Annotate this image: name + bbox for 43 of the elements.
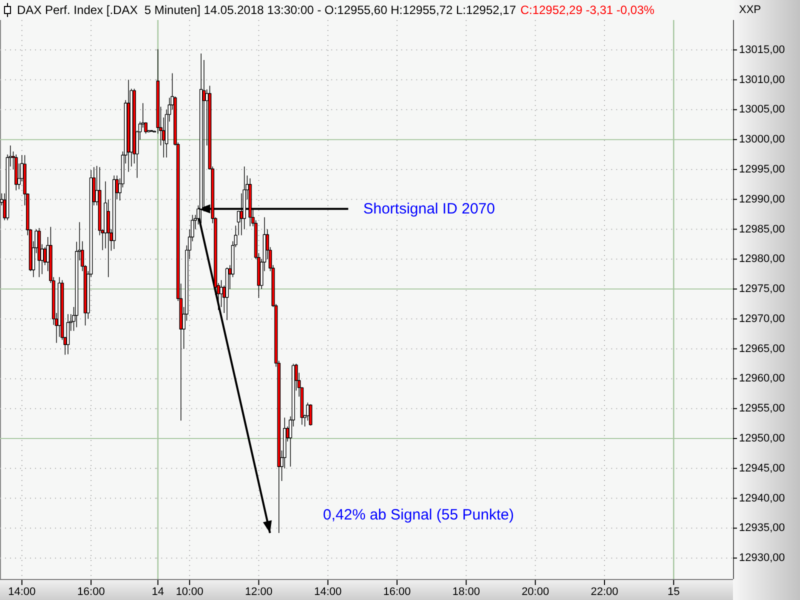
y-axis-title: XXP <box>739 4 762 16</box>
candlestick <box>248 178 252 227</box>
x-tick-label: 16:00 <box>77 586 105 598</box>
y-tick-label: 12980,00 <box>739 253 785 266</box>
y-tick-label: 12945,00 <box>739 462 785 474</box>
x-tick-label: 14:00 <box>8 586 36 598</box>
y-tick-label: 13005,00 <box>739 104 785 116</box>
x-tick-label: 15 <box>668 586 680 598</box>
y-tick-label: 12965,00 <box>739 342 785 355</box>
candlestick <box>225 267 229 320</box>
y-tick-label: 12990,00 <box>739 193 785 206</box>
chart-subtitle: C:12952,29 -3,31 -0,03% <box>520 3 655 17</box>
x-tick-label: 14 <box>152 586 164 598</box>
y-tick-label: 12970,00 <box>739 312 785 325</box>
y-tick-label: 13010,00 <box>739 74 785 86</box>
y-tick-label: 12955,00 <box>739 402 785 415</box>
y-tick-label: 13000,00 <box>739 134 785 146</box>
candlestick <box>38 228 41 278</box>
candlestick <box>126 79 130 172</box>
annotation: Shortsignal ID 2070 <box>363 200 495 218</box>
y-tick-label: 12975,00 <box>739 283 785 296</box>
x-tick-label: 22:00 <box>590 586 618 598</box>
y-tick-label: 12950,00 <box>739 432 785 445</box>
candlestick <box>199 53 203 224</box>
x-tick-label: 12:00 <box>244 586 273 598</box>
candlestick <box>66 314 70 355</box>
x-tick-label: 20:00 <box>522 586 550 598</box>
candlestick <box>14 154 18 191</box>
y-tick-label: 12985,00 <box>739 223 785 236</box>
y-tick-label: 12960,00 <box>739 372 785 385</box>
x-tick-label: 14:00 <box>314 586 342 598</box>
x-tick-label: 18:00 <box>452 586 480 598</box>
annotation: 0,42% ab Signal (55 Punkte) <box>323 506 514 524</box>
y-tick-label: 12935,00 <box>739 522 785 534</box>
candlestick <box>112 175 116 250</box>
text: DAX Perf. Index [.DAX 5 Minuten] 14.05.2018 13:30:00 - O:12955,60 H:12955,72 L:12952,17 <box>17 3 516 17</box>
candlestick <box>308 404 312 426</box>
y-tick-label: 12940,00 <box>739 492 785 504</box>
y-tick-label: 13015,00 <box>739 44 785 56</box>
y-tick-label: 12995,00 <box>739 163 785 176</box>
y-tick-label: 12930,00 <box>739 552 785 564</box>
x-tick-label: 10:00 <box>176 586 204 598</box>
x-tick-label: 16:00 <box>383 586 411 598</box>
